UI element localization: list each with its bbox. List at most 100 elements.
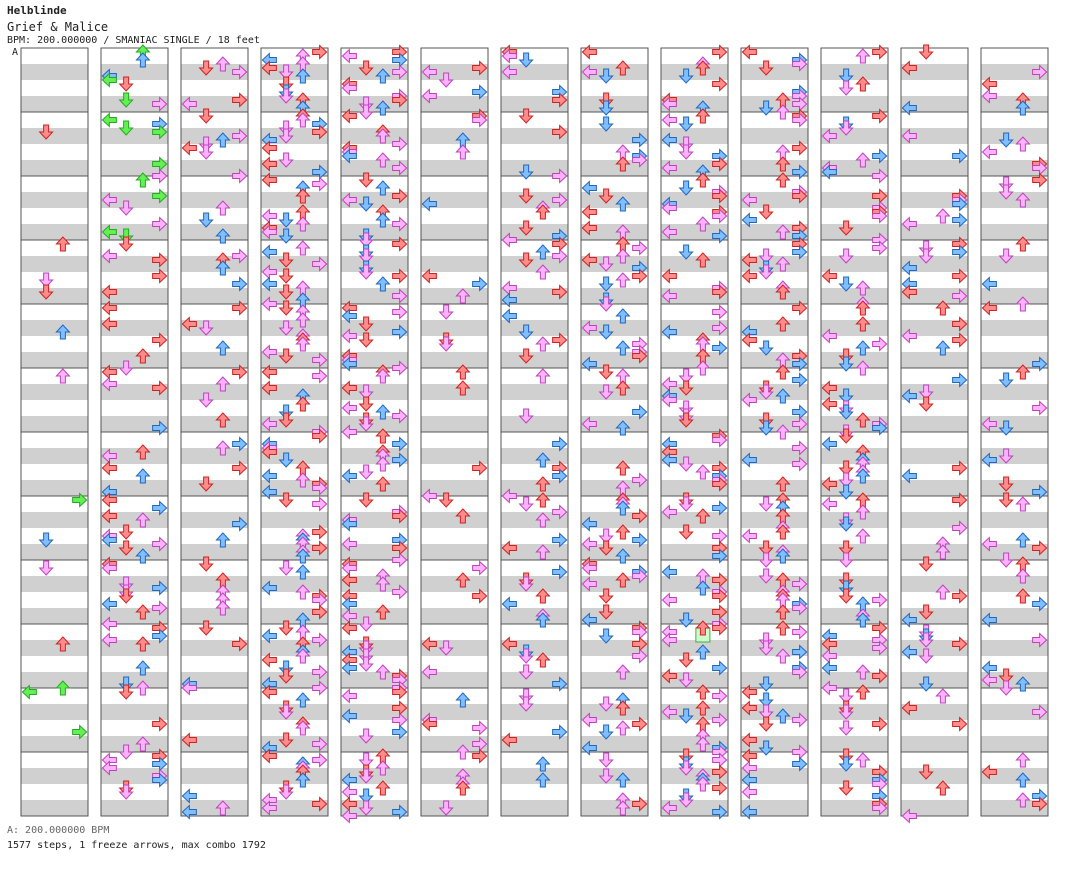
beat-band	[741, 784, 808, 800]
step-arrow-sixteenth	[661, 504, 677, 520]
step-arrow-quarter	[421, 636, 437, 652]
step-arrow-quarter	[38, 124, 54, 140]
beat-band	[901, 608, 968, 624]
beat-band	[501, 192, 568, 208]
step-arrow-twelfth	[135, 172, 151, 188]
beat-band	[581, 64, 648, 80]
step-arrow-sixteenth	[918, 240, 934, 256]
step-arrow-quarter	[792, 140, 808, 156]
step-arrow-quarter	[232, 364, 248, 380]
beat-band	[981, 400, 1048, 416]
step-arrow-quarter	[901, 700, 917, 716]
step-arrow-eighth	[261, 580, 277, 596]
beat-band	[821, 112, 888, 128]
beat-band	[501, 336, 568, 352]
step-arrow-sixteenth	[438, 72, 454, 88]
beat-band	[501, 560, 568, 576]
beat-band	[661, 592, 728, 608]
chart-column-6	[420, 47, 489, 817]
beat-band	[101, 240, 168, 256]
beat-band	[981, 608, 1048, 624]
beat-band	[181, 640, 248, 656]
beat-band	[741, 624, 808, 640]
beat-band	[901, 640, 968, 656]
step-arrow-sixteenth	[392, 552, 408, 568]
step-arrow-eighth	[712, 548, 728, 564]
beat-band	[821, 608, 888, 624]
step-arrow-quarter	[695, 684, 711, 700]
beat-band	[661, 352, 728, 368]
step-arrow-eighth	[758, 340, 774, 356]
beat-band	[501, 528, 568, 544]
step-arrow-sixteenth	[1015, 192, 1031, 208]
step-arrow-sixteenth	[341, 688, 357, 704]
beat-band	[501, 464, 568, 480]
step-arrow-quarter	[952, 268, 968, 284]
step-arrow-eighth	[261, 52, 277, 68]
step-arrow-sixteenth	[358, 728, 374, 744]
beat-band	[21, 752, 88, 768]
step-arrow-quarter	[232, 92, 248, 108]
step-arrow-quarter	[152, 268, 168, 284]
beat-band	[661, 112, 728, 128]
step-arrow-eighth	[758, 100, 774, 116]
step-arrow-sixteenth	[421, 488, 437, 504]
step-arrow-sixteenth	[775, 352, 791, 368]
step-arrow-quarter	[152, 252, 168, 268]
step-arrow-sixteenth	[1032, 704, 1048, 720]
chart-column-11	[820, 47, 889, 817]
beat-band	[741, 64, 808, 80]
step-arrow-sixteenth	[341, 424, 357, 440]
beat-band	[341, 576, 408, 592]
step-arrow-eighth	[712, 660, 728, 676]
step-arrow-sixteenth	[872, 800, 888, 816]
step-arrow-sixteenth	[341, 808, 357, 824]
beat-band	[981, 96, 1048, 112]
step-arrow-quarter	[935, 780, 951, 796]
step-arrow-sixteenth	[998, 552, 1014, 568]
step-arrow-eighth	[952, 196, 968, 212]
beat-band	[341, 352, 408, 368]
beat-band	[501, 624, 568, 640]
step-arrow-eighth	[998, 372, 1014, 388]
step-arrow-eighth	[341, 708, 357, 724]
beat-band	[501, 672, 568, 688]
beat-band	[981, 736, 1048, 752]
chart-meta: BPM: 200.000000 / SMANIAC SINGLE / 18 fe…	[7, 35, 260, 46]
step-arrow-sixteenth	[821, 648, 837, 664]
beat-band	[661, 496, 728, 512]
step-arrow-sixteenth	[998, 448, 1014, 464]
step-arrow-quarter	[101, 300, 117, 316]
step-arrow-sixteenth	[901, 128, 917, 144]
step-arrow-eighth	[392, 324, 408, 340]
beat-band	[581, 528, 648, 544]
beat-band	[901, 144, 968, 160]
step-arrow-eighth	[552, 676, 568, 692]
beat-band	[581, 576, 648, 592]
step-arrow-sixteenth	[838, 120, 854, 136]
beat-band	[821, 80, 888, 96]
beat-band	[661, 736, 728, 752]
step-arrow-quarter	[278, 412, 294, 428]
step-arrow-quarter	[695, 716, 711, 732]
beat-band	[741, 208, 808, 224]
step-arrow-eighth	[821, 164, 837, 180]
step-arrow-sixteenth	[198, 136, 214, 152]
beat-band	[101, 80, 168, 96]
step-arrow-quarter	[295, 188, 311, 204]
beat-band	[581, 336, 648, 352]
step-arrow-eighth	[392, 724, 408, 740]
beat-band	[501, 544, 568, 560]
step-arrow-sixteenth	[341, 608, 357, 624]
beat-band	[661, 752, 728, 768]
beat-band	[741, 48, 808, 64]
beat-band	[741, 416, 808, 432]
beat-band	[181, 384, 248, 400]
step-arrow-quarter	[918, 764, 934, 780]
beat-band	[981, 208, 1048, 224]
step-arrow-sixteenth	[392, 160, 408, 176]
beat-band	[101, 176, 168, 192]
beat-band	[261, 96, 328, 112]
step-arrow-sixteenth	[792, 56, 808, 72]
